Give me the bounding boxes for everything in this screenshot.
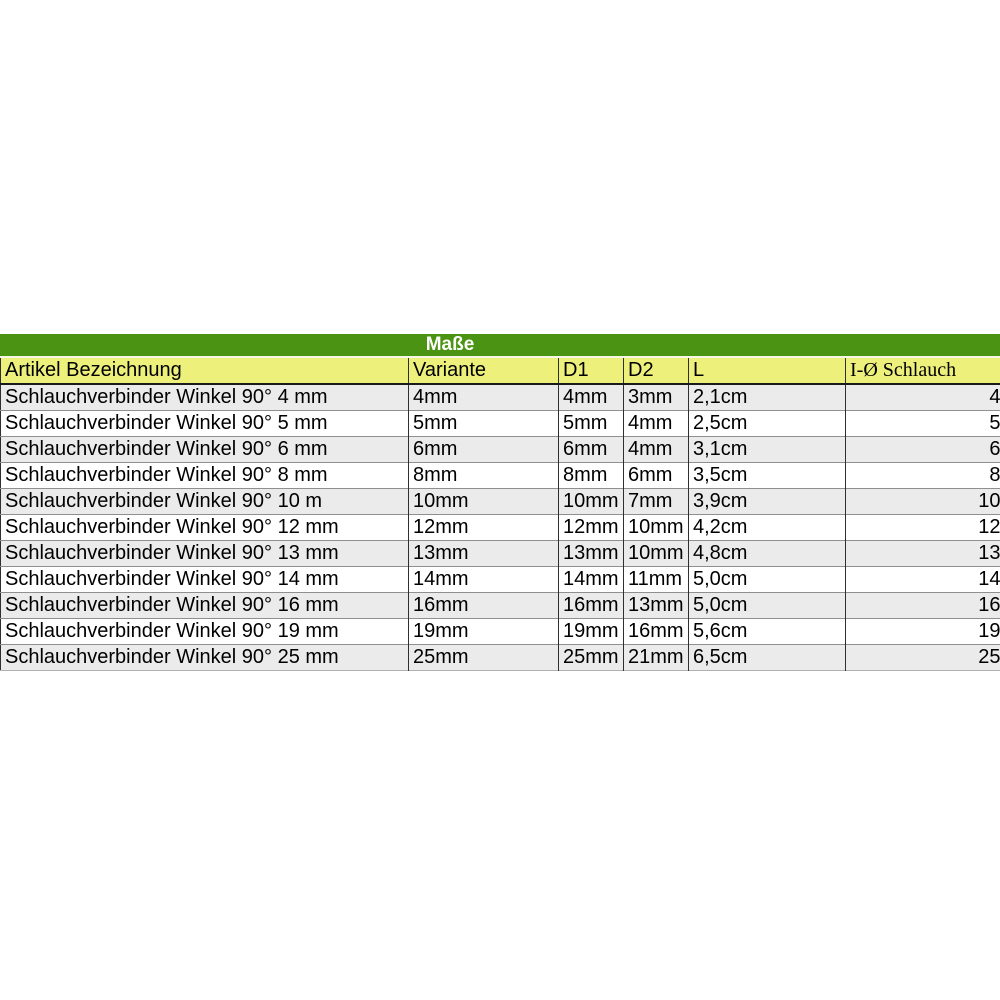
cell-l: 3,1cm	[688, 436, 846, 463]
cell-d1: 5mm	[558, 410, 624, 437]
cell-d2: 13mm	[623, 592, 689, 619]
table-row: Schlauchverbinder Winkel 90° 8 mm 8mm 8m…	[0, 462, 1000, 489]
cell-artikel: Schlauchverbinder Winkel 90° 10 m	[5, 490, 323, 512]
cell-d1: 19mm	[558, 618, 624, 645]
cell-variante: 13mm	[408, 540, 559, 567]
cell-l: 3,5cm	[688, 462, 846, 489]
cell-artikel: Schlauchverbinder Winkel 90° 13 mm	[5, 542, 339, 564]
cell-schlauch: 16	[845, 592, 1000, 619]
cell-schlauch: 6	[845, 436, 1000, 463]
cell-artikel: Schlauchverbinder Winkel 90° 4 mm	[5, 386, 328, 408]
cell-artikel: Schlauchverbinder Winkel 90° 25 mm	[5, 646, 339, 668]
table-row: Schlauchverbinder Winkel 90° 10 m 10mm 1…	[0, 488, 1000, 515]
cell-variante: 16mm	[408, 592, 559, 619]
table-row: Schlauchverbinder Winkel 90° 16 mm 16mm …	[0, 592, 1000, 619]
cell-d2: 4mm	[623, 410, 689, 437]
cell-variante: 8mm	[408, 462, 559, 489]
header-variante: Variante	[408, 358, 559, 385]
cell-variante: 5mm	[408, 410, 559, 437]
cell-schlauch: 8	[845, 462, 1000, 489]
cell-d2: 3mm	[623, 384, 689, 411]
header-d1: D1	[558, 358, 624, 385]
table-header: Artikel Bezeichnung Variante D1 D2 L I-Ø…	[0, 358, 1000, 385]
cell-d2: 10mm	[623, 514, 689, 541]
cell-l: 5,0cm	[688, 592, 846, 619]
cell-d2: 16mm	[623, 618, 689, 645]
cell-schlauch: 10	[845, 488, 1000, 515]
cell-d1: 12mm	[558, 514, 624, 541]
cell-d2: 4mm	[623, 436, 689, 463]
cell-schlauch: 13	[845, 540, 1000, 567]
cell-d2: 21mm	[623, 644, 689, 671]
cell-variante: 25mm	[408, 644, 559, 671]
table-row: Schlauchverbinder Winkel 90° 14 mm 14mm …	[0, 566, 1000, 593]
cell-artikel: Schlauchverbinder Winkel 90° 12 mm	[5, 516, 339, 538]
cell-schlauch: 14	[845, 566, 1000, 593]
header-row: Artikel Bezeichnung Variante D1 D2 L I-Ø…	[0, 358, 1000, 385]
cell-variante: 14mm	[408, 566, 559, 593]
cell-variante: 4mm	[408, 384, 559, 411]
cell-variante: 10mm	[408, 488, 559, 515]
cell-d2: 10mm	[623, 540, 689, 567]
table-row: Schlauchverbinder Winkel 90° 13 mm 13mm …	[0, 540, 1000, 567]
cell-l: 4,2cm	[688, 514, 846, 541]
table-row: Schlauchverbinder Winkel 90° 6 mm 6mm 6m…	[0, 436, 1000, 463]
cell-d1: 4mm	[558, 384, 624, 411]
cell-d1: 25mm	[558, 644, 624, 671]
cell-d1: 16mm	[558, 592, 624, 619]
cell-d2: 7mm	[623, 488, 689, 515]
cell-d1: 13mm	[558, 540, 624, 567]
table-row: Schlauchverbinder Winkel 90° 25 mm 25mm …	[0, 644, 1000, 671]
cell-l: 2,1cm	[688, 384, 846, 411]
cell-d1: 10mm	[558, 488, 624, 515]
cell-l: 2,5cm	[688, 410, 846, 437]
cell-schlauch: 5	[845, 410, 1000, 437]
cell-d2: 6mm	[623, 462, 689, 489]
table-row: Schlauchverbinder Winkel 90° 12 mm 12mm …	[0, 514, 1000, 541]
cell-d1: 6mm	[558, 436, 624, 463]
cell-artikel: Schlauchverbinder Winkel 90° 6 mm	[5, 438, 328, 460]
cell-d1: 14mm	[558, 566, 624, 593]
cell-schlauch: 25	[845, 644, 1000, 671]
cell-variante: 19mm	[408, 618, 559, 645]
cell-artikel: Schlauchverbinder Winkel 90° 5 mm	[5, 412, 328, 434]
table-row: Schlauchverbinder Winkel 90° 19 mm 19mm …	[0, 618, 1000, 645]
cell-d2: 11mm	[623, 566, 689, 593]
cell-artikel: Schlauchverbinder Winkel 90° 14 mm	[5, 568, 339, 590]
cell-l: 4,8cm	[688, 540, 846, 567]
cell-artikel: Schlauchverbinder Winkel 90° 19 mm	[5, 620, 339, 642]
table-row: Schlauchverbinder Winkel 90° 4 mm 4mm 4m…	[0, 384, 1000, 411]
cell-l: 5,0cm	[688, 566, 846, 593]
header-l: L	[688, 358, 846, 385]
cell-l: 3,9cm	[688, 488, 846, 515]
table-body: Schlauchverbinder Winkel 90° 4 mm 4mm 4m…	[0, 384, 1000, 671]
cell-variante: 12mm	[408, 514, 559, 541]
cell-schlauch: 4	[845, 384, 1000, 411]
cell-d1: 8mm	[558, 462, 624, 489]
cell-variante: 6mm	[408, 436, 559, 463]
cell-l: 6,5cm	[688, 644, 846, 671]
header-d2: D2	[623, 358, 689, 385]
cell-l: 5,6cm	[688, 618, 846, 645]
table-caption: Maße	[0, 334, 1000, 358]
table-row: Schlauchverbinder Winkel 90° 5 mm 5mm 5m…	[0, 410, 1000, 437]
header-i-schlauch: I-Ø Schlauch	[845, 358, 1000, 385]
cell-schlauch: 12	[845, 514, 1000, 541]
cell-artikel: Schlauchverbinder Winkel 90° 16 mm	[5, 594, 339, 616]
dimensions-grid: Artikel Bezeichnung Variante D1 D2 L I-Ø…	[0, 358, 1000, 671]
cell-schlauch: 19	[845, 618, 1000, 645]
cell-artikel: Schlauchverbinder Winkel 90° 8 mm	[5, 464, 328, 486]
header-artikel-bezeichnung: Artikel Bezeichnung	[0, 358, 409, 385]
dimensions-table: Maße Artikel Bezeichnung Variante D1 D2 …	[0, 334, 1000, 671]
